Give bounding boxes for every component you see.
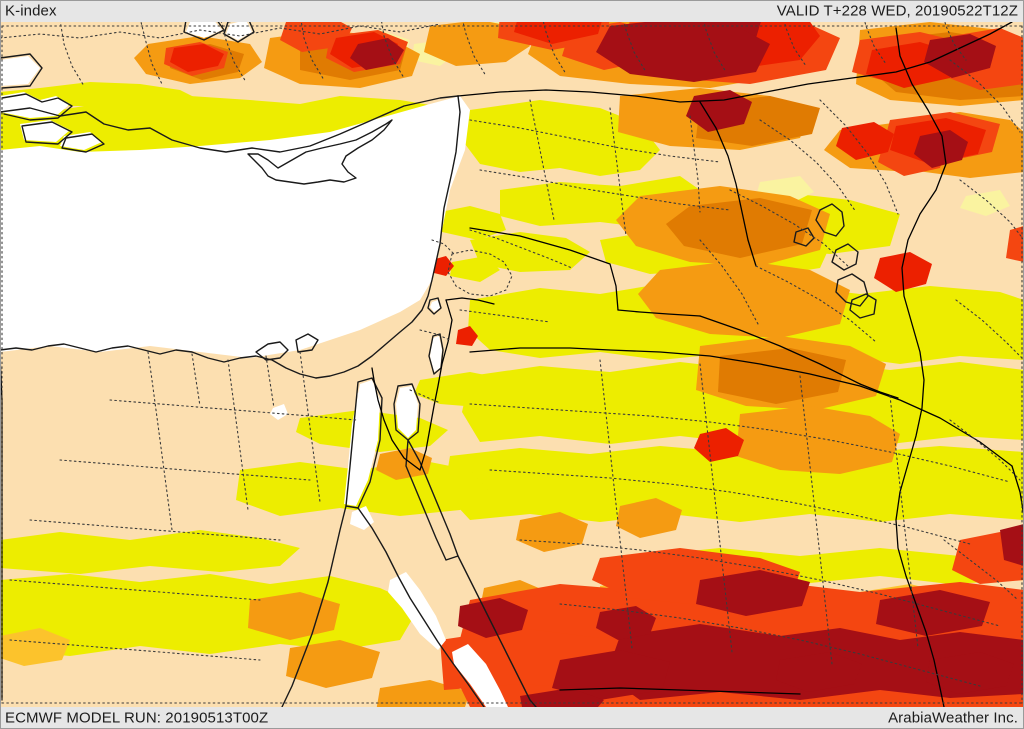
model-run-label: ECMWF MODEL RUN: 20190513T00Z bbox=[5, 709, 269, 727]
boundary-layer bbox=[0, 3, 1024, 713]
subnational-boundary-group bbox=[0, 3, 1024, 704]
header-bar: K-index VALID T+228 WED, 20190522T12Z bbox=[0, 0, 1024, 22]
gulf-of-aqaba bbox=[396, 386, 418, 438]
provider-label: ArabiaWeather Inc. bbox=[888, 709, 1018, 727]
cyprus-coastline bbox=[247, 119, 393, 185]
dead-sea bbox=[430, 336, 442, 372]
national-border-group bbox=[0, 21, 1024, 713]
valid-time-label: VALID T+228 WED, 20190522T12Z bbox=[776, 2, 1018, 20]
mediterranean-sea bbox=[0, 96, 470, 358]
coastline-group bbox=[0, 15, 877, 708]
page-title: K-index bbox=[5, 2, 57, 20]
footer-bar: ECMWF MODEL RUN: 20190513T00Z ArabiaWeat… bbox=[0, 707, 1024, 729]
gulf-of-suez bbox=[344, 380, 380, 506]
sea-mask-layer bbox=[0, 18, 508, 707]
